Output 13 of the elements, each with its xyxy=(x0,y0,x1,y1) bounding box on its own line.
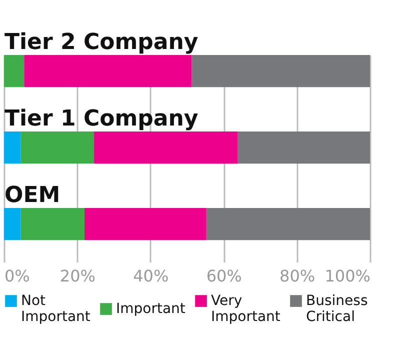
legend-label: Business Critical xyxy=(306,293,368,325)
x-tick-label: 100% xyxy=(324,266,370,286)
y-tick-label: Tier 1 Company xyxy=(4,106,198,132)
x-tick-label: 80% xyxy=(280,266,316,286)
y-tick-label: Tier 2 Company xyxy=(4,30,198,56)
y-tick-label: OEM xyxy=(4,183,60,208)
x-tick-label: 60% xyxy=(206,266,242,286)
x-tick-label: 20% xyxy=(60,266,96,286)
legend-label: Not Important xyxy=(21,293,91,325)
x-tick-label: 0% xyxy=(4,266,30,286)
legend-label: Very Important xyxy=(211,293,281,325)
legend-label: Important xyxy=(116,301,186,317)
x-tick-label: 40% xyxy=(133,266,169,286)
